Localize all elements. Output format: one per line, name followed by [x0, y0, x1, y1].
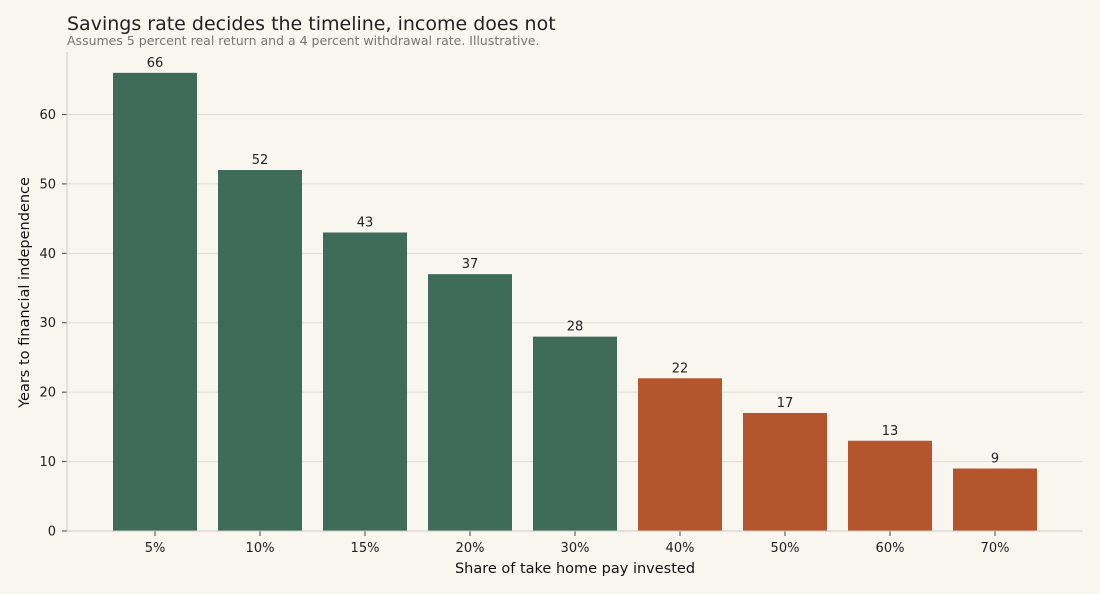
bar-value-label: 9	[991, 452, 999, 467]
chart-title: Savings rate decides the timeline, incom…	[67, 13, 556, 35]
bar-value-label: 28	[567, 320, 584, 335]
y-tick-label: 50	[39, 177, 56, 192]
x-tick-label: 50%	[771, 541, 800, 556]
y-tick-label: 60	[39, 108, 56, 123]
bar	[848, 440, 932, 531]
x-tick-label: 30%	[561, 541, 590, 556]
y-tick-label: 20	[39, 386, 56, 401]
y-tick-label: 10	[39, 455, 56, 470]
bars	[113, 72, 1037, 532]
x-axis-title: Share of take home pay invested	[455, 561, 695, 577]
bar	[323, 232, 407, 532]
bar-value-label: 37	[462, 257, 479, 272]
x-tick-label: 5%	[145, 541, 166, 556]
y-tick-label: 30	[39, 316, 56, 331]
y-tick-label: 40	[39, 247, 56, 262]
chart-subtitle: Assumes 5 percent real return and a 4 pe…	[67, 33, 540, 48]
bar-value-label: 52	[252, 153, 269, 168]
x-tick-label: 60%	[876, 541, 905, 556]
x-tick-label: 10%	[246, 541, 275, 556]
bar	[638, 378, 722, 531]
bar-value-label: 17	[777, 396, 794, 411]
y-axis-title: Years to financial independence	[17, 177, 33, 409]
bar	[953, 468, 1037, 531]
x-tick-label: 70%	[981, 541, 1010, 556]
bar	[533, 336, 617, 531]
bar	[113, 72, 197, 532]
x-tick-label: 20%	[456, 541, 485, 556]
bar	[428, 274, 512, 531]
bar-value-label: 13	[882, 424, 899, 439]
axes	[62, 52, 1083, 536]
bar	[743, 412, 827, 531]
bar-value-label: 43	[357, 215, 374, 230]
labels: 0 10 20 30 40 50 60 66 5% 52 10% 43 15% 37 20% 28 30% 22 4…	[39, 56, 1009, 556]
x-tick-label: 40%	[666, 541, 695, 556]
x-tick-label: 15%	[351, 541, 380, 556]
bar-value-label: 66	[147, 56, 164, 71]
y-tick-label: 0	[48, 525, 56, 540]
bar	[218, 170, 302, 531]
bar-value-label: 22	[672, 361, 689, 376]
